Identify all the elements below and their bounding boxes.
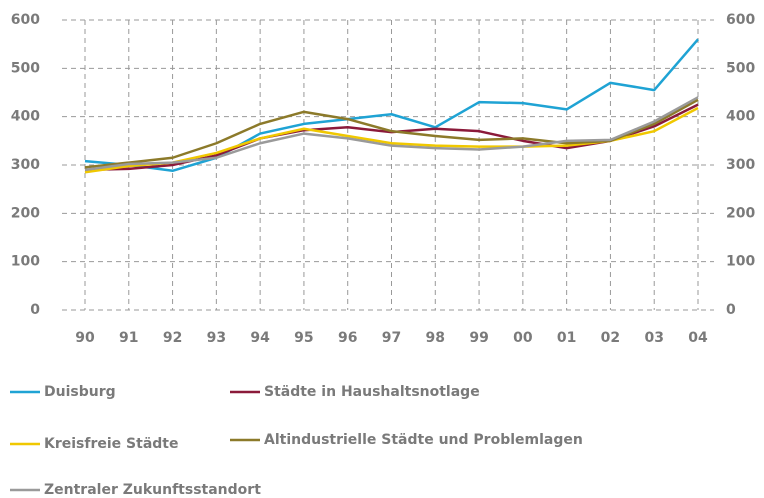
x-tick-label: 94 xyxy=(250,330,270,346)
series-line xyxy=(84,98,699,169)
y-tick-label: 400 xyxy=(11,109,40,125)
y2-tick-label: 100 xyxy=(726,254,755,270)
x-tick-label: 99 xyxy=(469,330,488,346)
x-tick-label: 00 xyxy=(513,330,533,346)
y-tick-label: 100 xyxy=(11,254,40,270)
x-tick-label: 92 xyxy=(163,330,182,346)
y-tick-label: 0 xyxy=(30,302,40,318)
legend-label: Altindustrielle Städte und Problemlagen xyxy=(264,432,583,448)
x-tick-label: 93 xyxy=(207,330,226,346)
y-tick-label: 600 xyxy=(11,12,40,28)
y2-tick-label: 300 xyxy=(726,157,755,173)
x-tick-label: 03 xyxy=(644,330,663,346)
y-tick-label: 300 xyxy=(11,157,40,173)
legend-label: Duisburg xyxy=(44,384,116,400)
y-tick-label: 500 xyxy=(11,60,40,76)
x-tick-label: 90 xyxy=(75,330,95,346)
x-tick-label: 04 xyxy=(688,330,708,346)
legend-label: Kreisfreie Städte xyxy=(44,436,178,452)
legend-label: Zentraler Zukunftsstandort xyxy=(44,482,261,498)
y2-tick-label: 200 xyxy=(726,205,755,221)
x-tick-label: 91 xyxy=(119,330,138,346)
y2-tick-label: 600 xyxy=(726,12,755,28)
x-tick-label: 97 xyxy=(382,330,401,346)
x-tick-label: 96 xyxy=(338,330,357,346)
x-tick-label: 01 xyxy=(557,330,576,346)
x-tick-label: 95 xyxy=(294,330,313,346)
series-line xyxy=(84,38,699,173)
x-tick-label: 02 xyxy=(601,330,620,346)
x-tick-label: 98 xyxy=(426,330,445,346)
series-line xyxy=(84,96,699,172)
y2-tick-label: 400 xyxy=(726,109,755,125)
legend-label: Städte in Haushaltsnotlage xyxy=(264,384,480,400)
y-tick-label: 200 xyxy=(11,205,40,221)
y2-tick-label: 0 xyxy=(726,302,736,318)
y2-tick-label: 500 xyxy=(726,60,755,76)
